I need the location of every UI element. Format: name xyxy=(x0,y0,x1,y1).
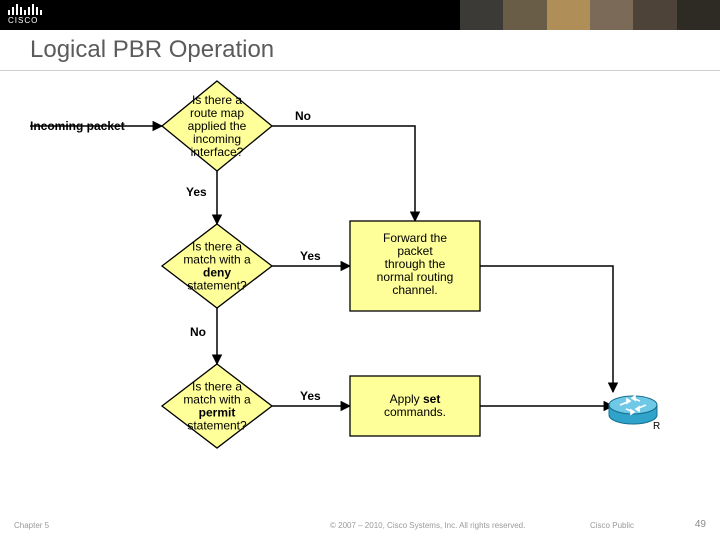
svg-text:R1: R1 xyxy=(653,421,660,432)
svg-text:incoming: incoming xyxy=(193,132,241,146)
router-icon: R1 xyxy=(606,394,660,424)
cisco-logo: CISCO xyxy=(8,3,42,25)
title-underline xyxy=(0,70,720,71)
svg-text:Yes: Yes xyxy=(186,185,207,199)
banner-tile xyxy=(590,0,633,30)
flowchart: Incoming packetIs there aroute mapapplie… xyxy=(0,76,720,506)
banner-tile xyxy=(547,0,590,30)
footer-public: Cisco Public xyxy=(590,521,634,530)
footer-page-number: 49 xyxy=(695,519,706,530)
banner-tile xyxy=(503,0,546,30)
svg-text:statement?: statement? xyxy=(187,279,247,293)
svg-text:commands.: commands. xyxy=(384,405,446,419)
svg-text:channel.: channel. xyxy=(392,283,437,297)
svg-text:Is there a: Is there a xyxy=(192,240,242,254)
footer-chapter: Chapter 5 xyxy=(14,521,49,530)
svg-text:No: No xyxy=(190,325,206,339)
svg-text:Yes: Yes xyxy=(300,249,321,263)
svg-text:match with a: match with a xyxy=(183,253,251,267)
svg-text:statement?: statement? xyxy=(187,419,247,433)
svg-text:Is there a: Is there a xyxy=(192,93,242,107)
svg-text:permit: permit xyxy=(199,406,236,420)
svg-text:No: No xyxy=(295,109,311,123)
svg-text:packet: packet xyxy=(397,244,433,258)
svg-text:normal routing: normal routing xyxy=(377,270,454,284)
svg-text:Forward the: Forward the xyxy=(383,231,447,245)
svg-text:through the: through the xyxy=(385,257,446,271)
banner-tile xyxy=(677,0,720,30)
svg-text:match with a: match with a xyxy=(183,393,251,407)
page-title: Logical PBR Operation xyxy=(30,36,274,64)
banner-photo-strip xyxy=(460,0,720,30)
footer-copyright: © 2007 – 2010, Cisco Systems, Inc. All r… xyxy=(330,521,525,530)
svg-text:Apply set: Apply set xyxy=(390,392,441,406)
banner-tile xyxy=(633,0,676,30)
svg-text:route map: route map xyxy=(190,106,244,120)
banner-tile xyxy=(460,0,503,30)
svg-text:Yes: Yes xyxy=(300,389,321,403)
svg-text:applied the: applied the xyxy=(188,119,247,133)
svg-text:Incoming packet: Incoming packet xyxy=(30,119,125,133)
svg-text:deny: deny xyxy=(203,266,231,280)
header-bar: CISCO xyxy=(0,0,720,30)
svg-text:interface?: interface? xyxy=(191,145,244,159)
cisco-logo-text: CISCO xyxy=(8,16,42,25)
svg-text:Is there a: Is there a xyxy=(192,380,242,394)
